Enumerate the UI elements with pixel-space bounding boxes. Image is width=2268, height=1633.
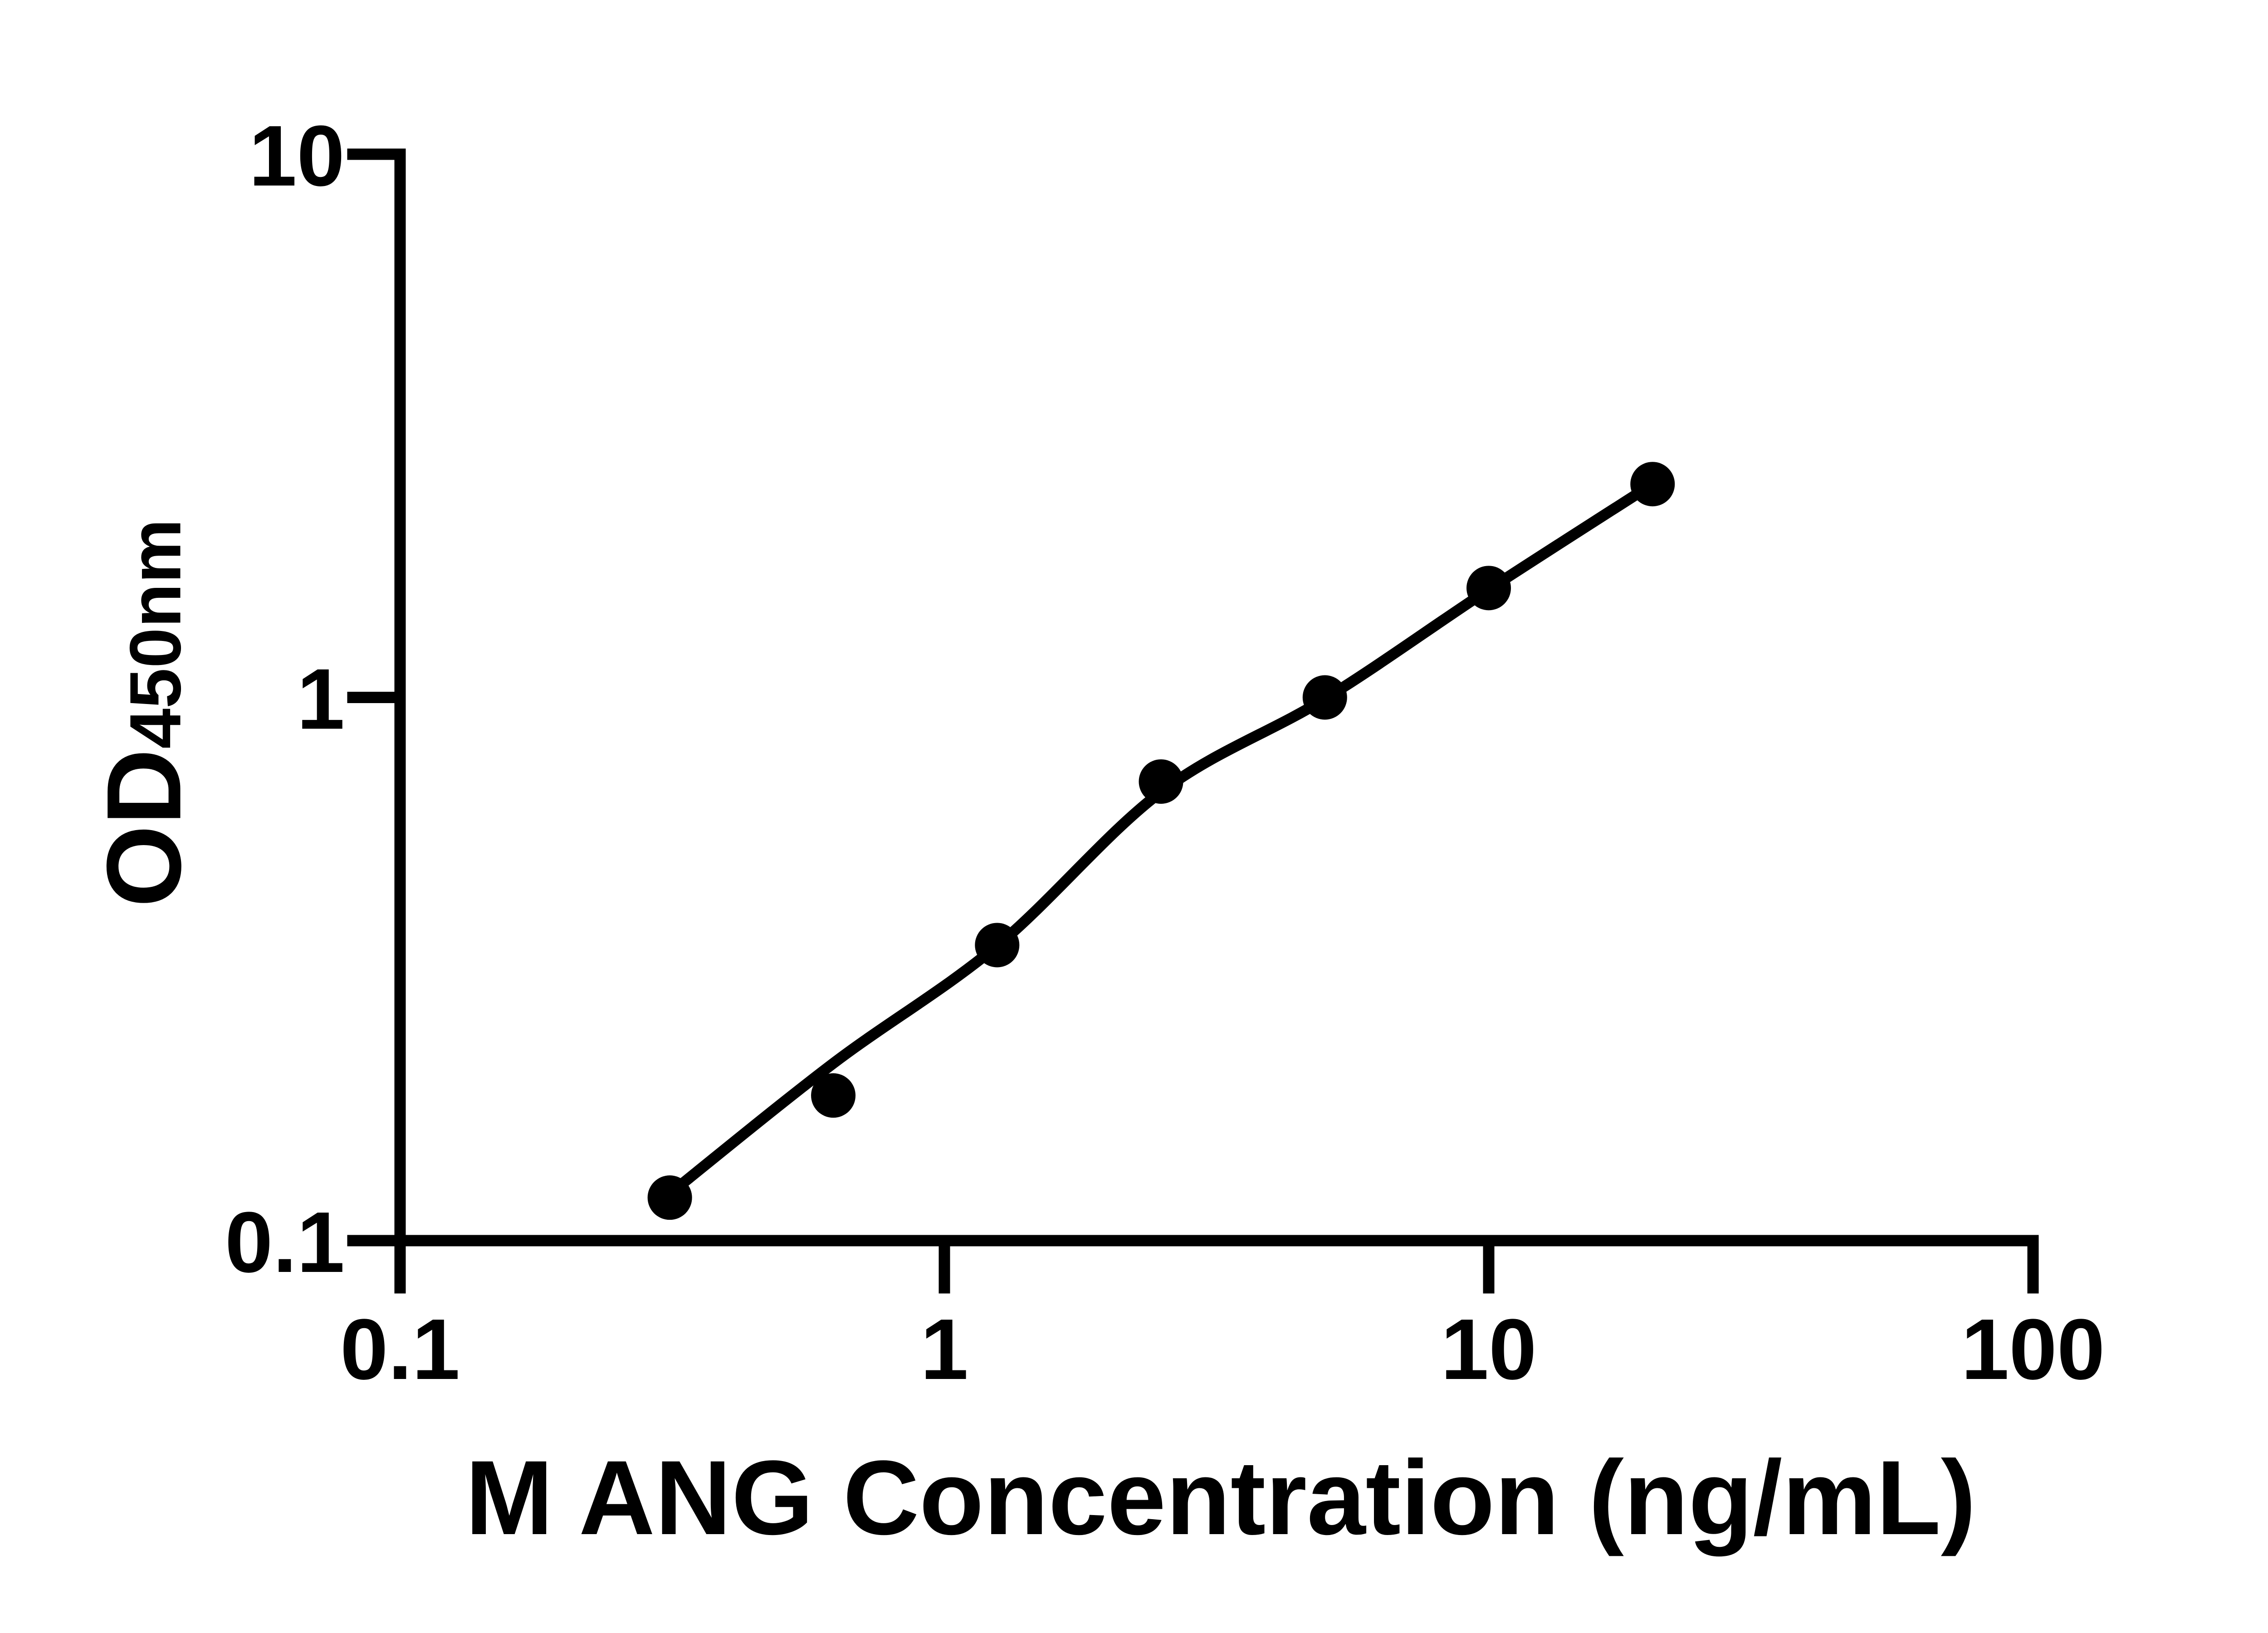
data-point bbox=[1302, 675, 1347, 720]
axis-spine bbox=[347, 148, 2039, 1247]
y-axis-title-sub: 450nm bbox=[114, 518, 196, 749]
y-axis-title: OD450nm bbox=[85, 518, 203, 907]
data-point bbox=[1466, 566, 1511, 611]
y-tick-label: 10 bbox=[249, 108, 345, 204]
x-axis-title: M ANG Concentration (ng/mL) bbox=[465, 1439, 1976, 1557]
data-point bbox=[975, 923, 1020, 968]
x-tick-label: 10 bbox=[1441, 1301, 1536, 1398]
x-tick-label: 1 bbox=[920, 1301, 968, 1398]
y-tick-label: 0.1 bbox=[225, 1194, 345, 1291]
y-tick-label: 1 bbox=[297, 651, 345, 748]
data-point bbox=[1630, 462, 1675, 507]
data-point bbox=[647, 1175, 692, 1220]
y-axis-title-main: OD bbox=[85, 748, 203, 908]
x-tick-label: 100 bbox=[1961, 1301, 2105, 1398]
x-tick-label: 0.1 bbox=[340, 1301, 460, 1398]
data-point bbox=[1139, 759, 1183, 804]
data-point bbox=[811, 1073, 856, 1118]
